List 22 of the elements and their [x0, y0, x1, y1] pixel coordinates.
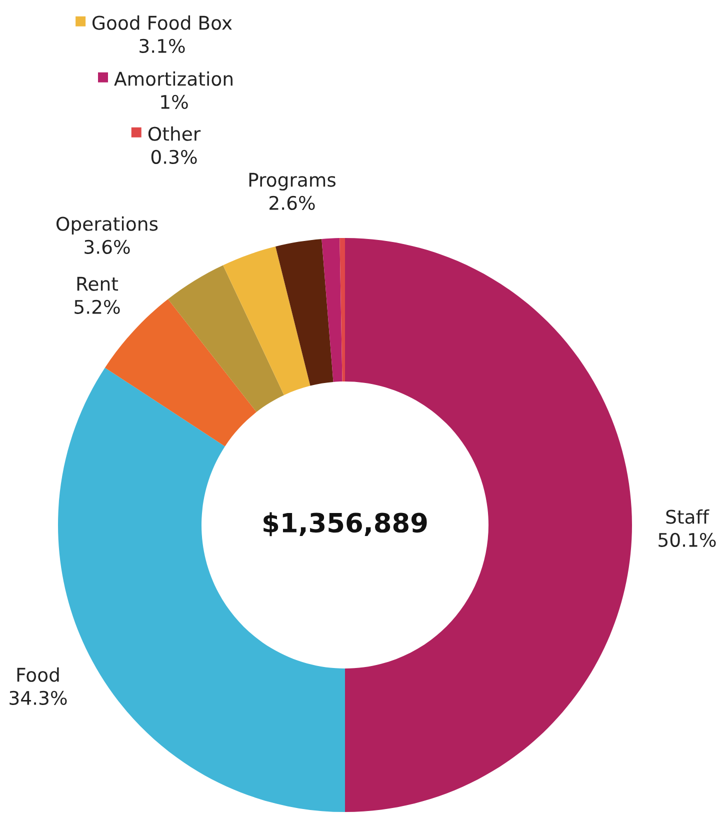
- data-label: 2.6%: [270, 196, 315, 210]
- data-label: 1%: [161, 94, 188, 110]
- slice-label: Rent: [77, 276, 118, 291]
- data-label: 5.2%: [74, 300, 120, 314]
- donut-slice: [340, 238, 345, 382]
- donut-slice: [223, 246, 310, 396]
- donut-slice: [322, 238, 342, 382]
- data-label: 34.3%: [10, 690, 67, 706]
- data-label: 50.1%: [658, 532, 716, 548]
- legend-label: Amortization: [114, 71, 232, 86]
- slice-label: Operations: [56, 216, 158, 235]
- text: $1,356,889: [264, 512, 427, 536]
- legend-label: Good Food Box: [92, 15, 232, 30]
- donut-slice: [168, 265, 284, 412]
- legend-label: Other: [148, 126, 201, 141]
- slice-label: Food: [17, 667, 59, 682]
- slice-label: Programs: [249, 172, 336, 191]
- data-label: 0.3%: [151, 150, 197, 164]
- donut-slice: [276, 238, 334, 386]
- data-label: 3.1%: [140, 38, 185, 54]
- data-label: 3.6%: [84, 240, 130, 254]
- slice-label: Staff: [666, 509, 710, 524]
